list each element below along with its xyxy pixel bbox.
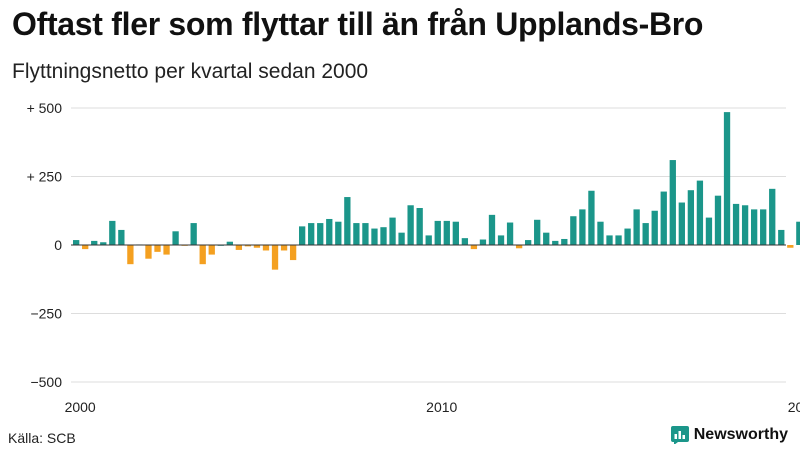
bar — [506, 222, 514, 245]
bar — [380, 227, 387, 245]
chart-title: Oftast fler som flyttar till än från Upp… — [12, 6, 704, 42]
bar — [796, 221, 800, 245]
bar — [434, 220, 441, 245]
x-tick-label: 2010 — [426, 399, 457, 415]
bar — [723, 112, 731, 245]
y-tick-label: + 250 — [27, 169, 63, 185]
bar — [235, 245, 243, 250]
bar — [778, 229, 785, 245]
source-label: Källa: SCB — [8, 430, 76, 446]
bar — [597, 221, 604, 245]
bar — [642, 223, 649, 245]
bar — [416, 208, 423, 245]
bar — [579, 209, 586, 245]
bar — [769, 188, 776, 245]
bar — [280, 245, 288, 251]
bar — [326, 218, 333, 245]
bar — [497, 235, 505, 245]
bar — [651, 210, 658, 245]
bar — [299, 226, 306, 245]
bar — [561, 238, 568, 245]
bar — [570, 216, 577, 245]
bar — [253, 245, 261, 248]
bar — [154, 245, 161, 252]
bar — [461, 238, 469, 245]
bar — [262, 245, 270, 251]
bar — [443, 220, 450, 245]
bar — [678, 202, 685, 245]
bar — [515, 245, 523, 249]
bar — [317, 223, 324, 245]
bar — [118, 229, 125, 245]
bar — [470, 245, 478, 250]
y-tick-label: −250 — [30, 306, 62, 322]
x-tick-label: 2020 — [788, 399, 800, 415]
y-tick-label: −500 — [30, 374, 62, 390]
bar — [199, 245, 206, 265]
bar — [226, 241, 233, 245]
bar — [163, 245, 170, 255]
bar — [244, 245, 252, 247]
bar — [534, 219, 541, 245]
bar — [669, 160, 676, 245]
bar — [543, 232, 550, 245]
bar — [289, 245, 297, 261]
bar — [109, 220, 116, 245]
newsworthy-logo-icon — [670, 426, 689, 444]
bar — [335, 221, 342, 245]
bar — [624, 228, 631, 245]
x-tick-label: 2000 — [65, 399, 96, 415]
bar — [91, 240, 98, 245]
bar — [208, 245, 215, 255]
bar — [588, 190, 595, 245]
y-tick-label: 0 — [54, 237, 62, 253]
bar — [190, 223, 197, 245]
bar — [271, 245, 279, 270]
bar — [615, 235, 622, 245]
brand-logo: Newsworthy — [670, 426, 788, 444]
bar — [371, 228, 378, 245]
bar — [760, 209, 767, 245]
bar — [452, 221, 459, 245]
gridlines — [71, 107, 786, 383]
bar — [82, 245, 89, 250]
bar — [100, 242, 107, 245]
bars — [73, 112, 800, 270]
bar — [714, 195, 722, 245]
bar — [732, 203, 740, 245]
bar — [741, 205, 749, 245]
brand-name: Newsworthy — [693, 426, 788, 443]
bar — [353, 223, 360, 245]
bar — [488, 214, 496, 245]
bar — [389, 217, 396, 245]
bar — [362, 223, 369, 245]
y-tick-label: + 500 — [27, 100, 63, 116]
bar — [751, 209, 758, 245]
bar — [479, 239, 487, 245]
bar — [787, 245, 794, 248]
bar — [398, 232, 405, 245]
bar — [145, 245, 152, 259]
bar — [344, 197, 351, 245]
bar — [172, 231, 179, 245]
bar — [425, 235, 432, 245]
bar — [660, 191, 667, 245]
bar — [687, 190, 695, 245]
bar — [633, 209, 640, 245]
bar — [705, 217, 713, 245]
bar — [606, 235, 613, 245]
chart-subtitle: Flyttningsnetto per kvartal sedan 2000 — [12, 60, 369, 83]
bar — [696, 180, 704, 245]
bar — [525, 240, 532, 245]
bar — [73, 240, 80, 245]
bar — [552, 240, 559, 245]
bar — [127, 245, 134, 265]
bar — [308, 223, 315, 245]
bar — [407, 205, 414, 245]
